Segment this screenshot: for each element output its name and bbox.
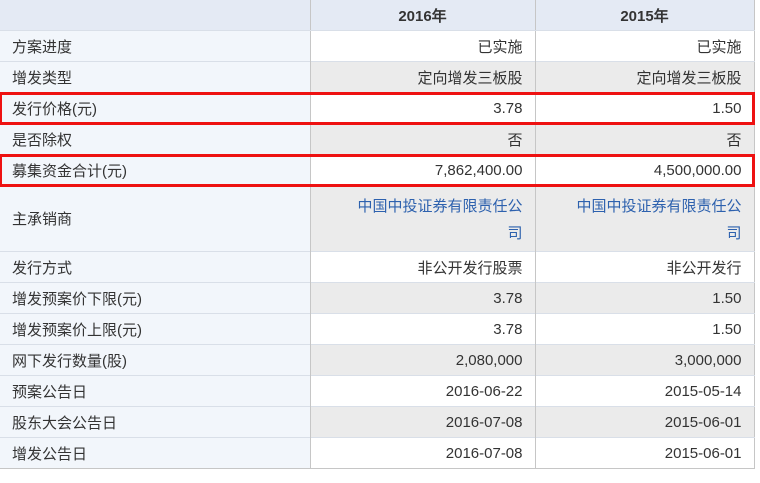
value-2016: 3.78	[309, 313, 535, 345]
value-2016: 7,862,400.00	[309, 154, 535, 186]
value-2015: 定向增发三板股	[534, 61, 754, 93]
value-2015: 非公开发行	[534, 251, 754, 283]
value-2016: 2016-07-08	[309, 437, 535, 469]
table-body: 方案进度 已实施 已实施 增发类型 定向增发三板股 定向增发三板股 发行价格(元…	[0, 30, 755, 469]
table-row-highlighted: 募集资金合计(元) 7,862,400.00 4,500,000.00	[0, 153, 755, 187]
value-2015: 2015-06-01	[534, 406, 754, 438]
value-2016: 非公开发行股票	[309, 251, 535, 283]
value-2015: 4,500,000.00	[534, 154, 754, 186]
row-label: 增发预案价下限(元)	[0, 282, 310, 314]
row-label: 募集资金合计(元)	[0, 154, 310, 186]
underwriter-link[interactable]: 中国中投证券有限责任公司	[309, 185, 535, 252]
table-row: 预案公告日 2016-06-22 2015-05-14	[0, 375, 754, 407]
value-2016: 已实施	[309, 30, 535, 62]
table-row: 增发公告日 2016-07-08 2015-06-01	[0, 437, 754, 469]
value-2015: 3,000,000	[534, 344, 754, 376]
table-row: 发行方式 非公开发行股票 非公开发行	[0, 251, 754, 283]
value-2016: 2016-07-08	[309, 406, 535, 438]
underwriter-link[interactable]: 中国中投证券有限责任公司	[534, 185, 754, 252]
row-label: 股东大会公告日	[0, 406, 310, 438]
row-label: 是否除权	[0, 123, 310, 155]
row-label: 发行方式	[0, 251, 310, 283]
table-row: 增发预案价上限(元) 3.78 1.50	[0, 313, 754, 345]
row-label: 方案进度	[0, 30, 310, 62]
value-2016: 2016-06-22	[309, 375, 535, 407]
header-year-2015: 2015年	[534, 0, 754, 31]
value-2015: 1.50	[534, 313, 754, 345]
table-row: 股东大会公告日 2016-07-08 2015-06-01	[0, 406, 754, 438]
row-label: 增发公告日	[0, 437, 310, 469]
table-row: 主承销商 中国中投证券有限责任公司 中国中投证券有限责任公司	[0, 185, 754, 252]
table-row-highlighted: 发行价格(元) 3.78 1.50	[0, 91, 755, 125]
row-label: 增发类型	[0, 61, 310, 93]
share-issuance-comparison-table: 2016年 2015年 方案进度 已实施 已实施 增发类型 定向增发三板股 定向…	[0, 0, 755, 469]
value-2016: 2,080,000	[309, 344, 535, 376]
value-2015: 1.50	[534, 282, 754, 314]
table-row: 网下发行数量(股) 2,080,000 3,000,000	[0, 344, 754, 376]
header-year-2016: 2016年	[309, 0, 535, 31]
row-label: 增发预案价上限(元)	[0, 313, 310, 345]
table-row: 是否除权 否 否	[0, 123, 754, 155]
row-label: 发行价格(元)	[0, 92, 310, 124]
header-corner-cell	[0, 0, 310, 31]
value-2016: 否	[309, 123, 535, 155]
table-header-row: 2016年 2015年	[0, 0, 754, 31]
value-2015: 1.50	[534, 92, 754, 124]
row-label: 网下发行数量(股)	[0, 344, 310, 376]
value-2016: 3.78	[309, 92, 535, 124]
value-2016: 3.78	[309, 282, 535, 314]
value-2015: 否	[534, 123, 754, 155]
row-label: 预案公告日	[0, 375, 310, 407]
table-row: 增发类型 定向增发三板股 定向增发三板股	[0, 61, 754, 93]
value-2016: 定向增发三板股	[309, 61, 535, 93]
row-label: 主承销商	[0, 185, 310, 252]
table-row: 增发预案价下限(元) 3.78 1.50	[0, 282, 754, 314]
value-2015: 已实施	[534, 30, 754, 62]
table-row: 方案进度 已实施 已实施	[0, 30, 754, 62]
value-2015: 2015-05-14	[534, 375, 754, 407]
value-2015: 2015-06-01	[534, 437, 754, 469]
